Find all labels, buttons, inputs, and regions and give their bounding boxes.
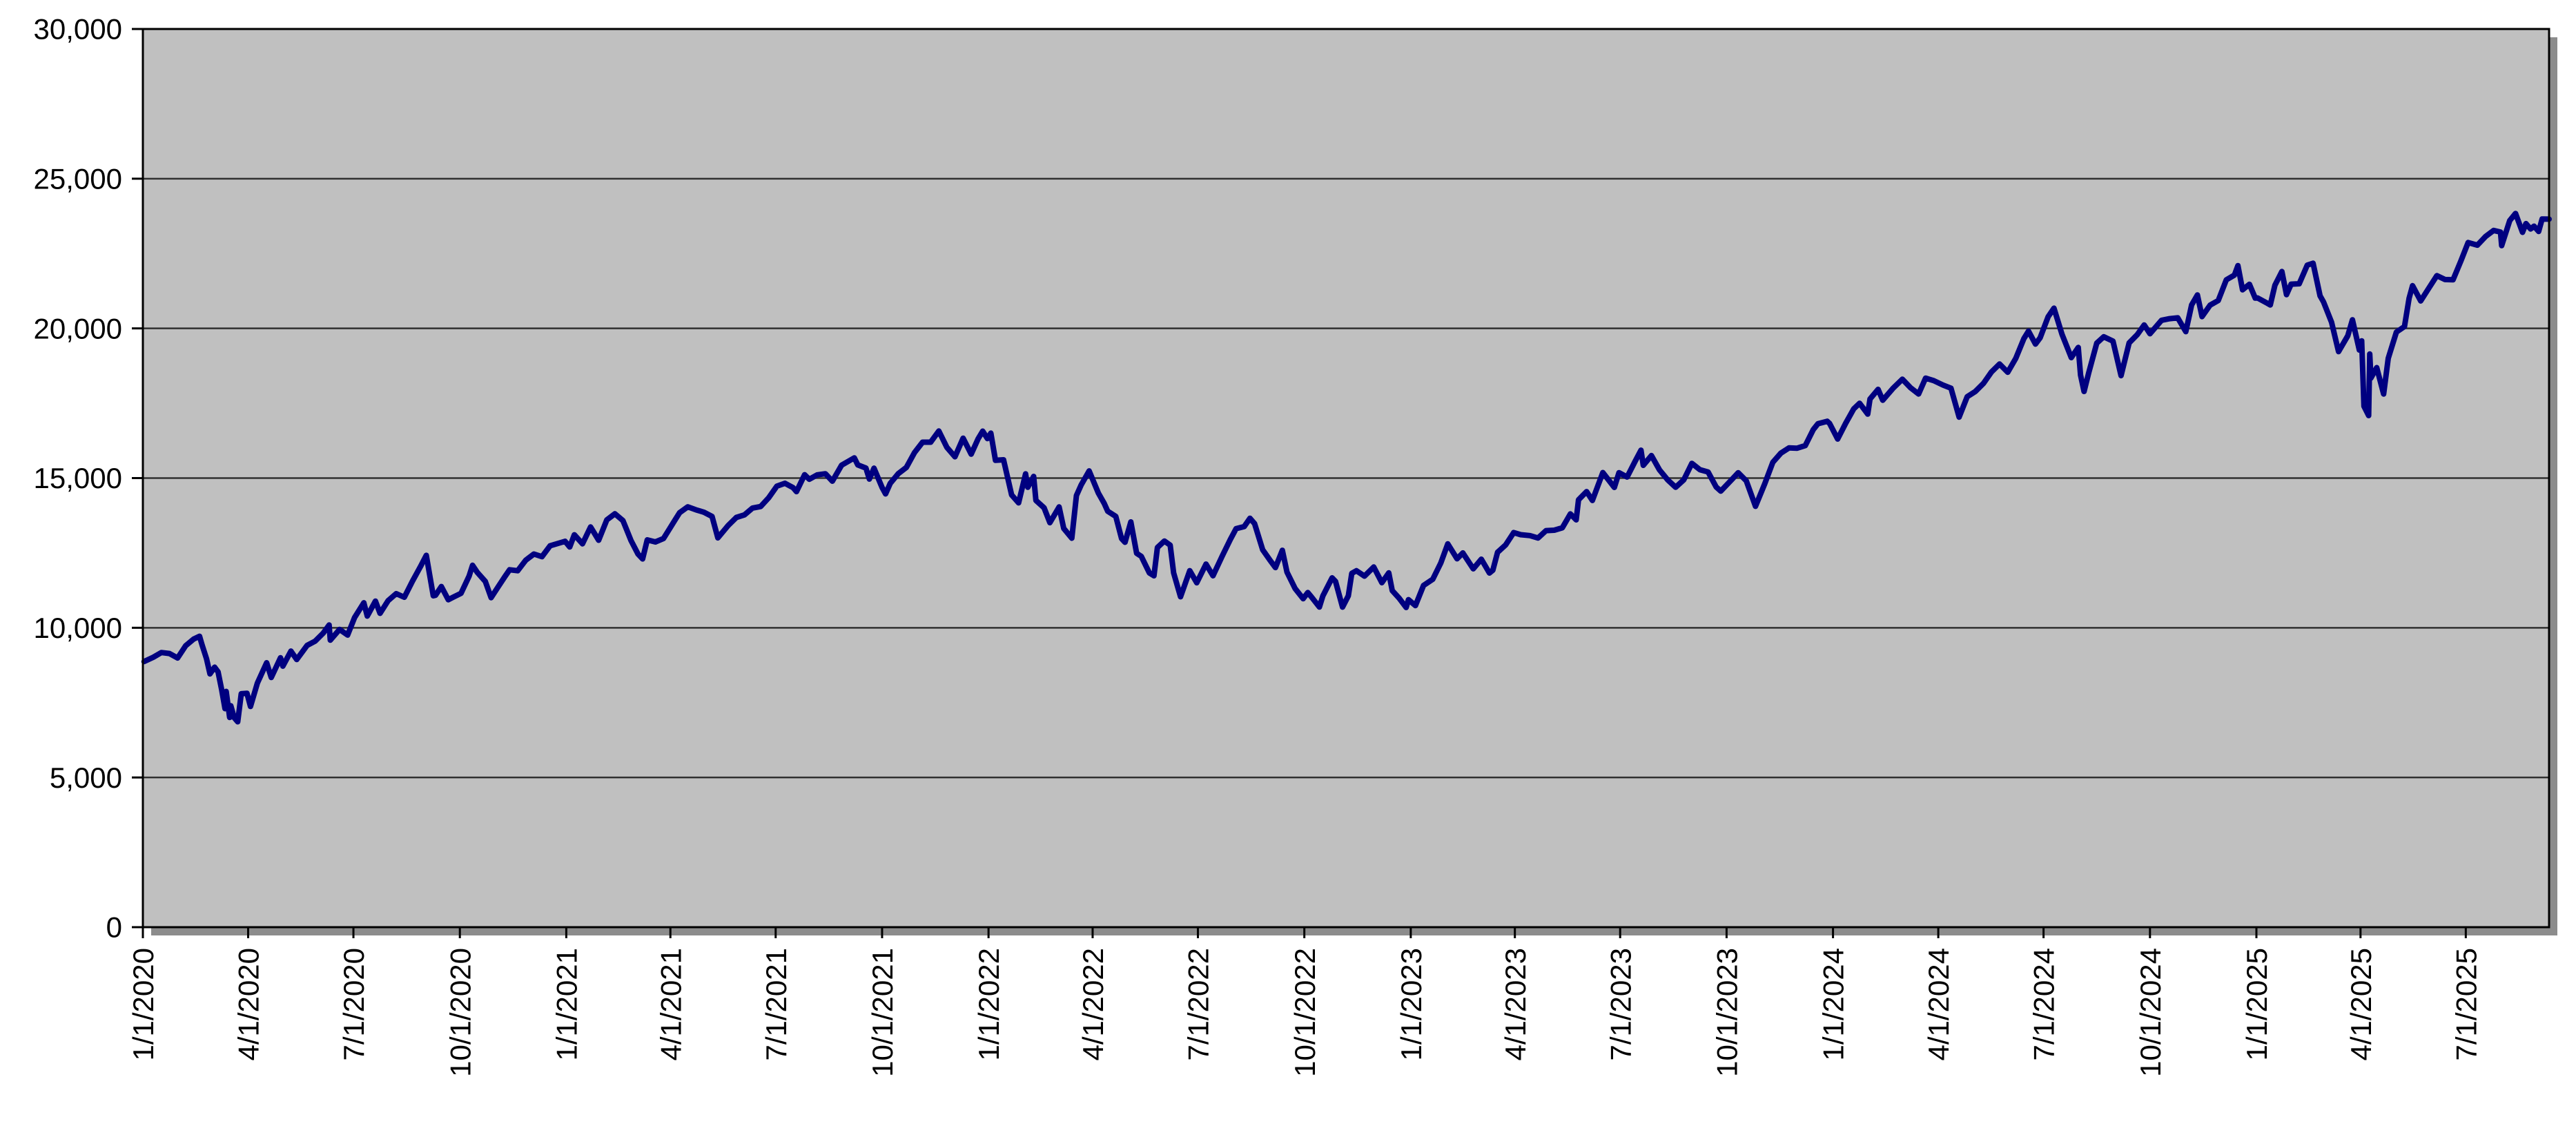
x-axis-tick-label: 1/1/2025 xyxy=(2241,948,2273,1061)
plot-border xyxy=(142,28,2550,929)
x-axis-tick-label: 1/1/2020 xyxy=(127,948,159,1061)
x-axis-tick-label: 1/1/2021 xyxy=(551,948,583,1061)
x-axis-tick-label: 4/1/2021 xyxy=(654,948,687,1061)
x-axis-tick-label: 7/1/2021 xyxy=(760,948,792,1061)
y-axis-tick-label: 5,000 xyxy=(50,761,122,794)
y-axis-tick-label: 15,000 xyxy=(34,462,122,494)
y-axis-tick-label: 20,000 xyxy=(34,312,122,344)
x-axis-tick-label: 10/1/2022 xyxy=(1289,948,1321,1077)
y-axis-tick-label: 10,000 xyxy=(34,612,122,644)
x-axis-tick-label: 4/1/2025 xyxy=(2345,948,2377,1061)
x-axis-tick-label: 4/1/2022 xyxy=(1077,948,1109,1061)
x-axis-tick-label: 4/1/2023 xyxy=(1499,948,1532,1061)
x-axis-tick-label: 7/1/2022 xyxy=(1182,948,1215,1061)
y-axis-tick-label: 25,000 xyxy=(34,163,122,195)
x-axis-tick-label: 10/1/2024 xyxy=(2134,948,2167,1077)
y-axis-tick-label: 30,000 xyxy=(34,13,122,46)
x-axis-tick-label: 7/1/2020 xyxy=(338,948,370,1061)
x-axis-tick-label: 7/1/2023 xyxy=(1604,948,1637,1061)
x-axis-tick-label: 1/1/2024 xyxy=(1817,948,1850,1061)
x-axis-tick-label: 1/1/2023 xyxy=(1395,948,1427,1061)
x-axis-tick-label: 10/1/2023 xyxy=(1711,948,1744,1077)
x-axis-tick-label: 7/1/2025 xyxy=(2450,948,2482,1061)
x-axis-tick-label: 7/1/2024 xyxy=(2028,948,2060,1061)
x-axis-tick-label: 1/1/2022 xyxy=(973,948,1005,1061)
x-axis-tick-label: 4/1/2024 xyxy=(1922,948,1955,1061)
x-axis-tick-label: 10/1/2020 xyxy=(444,948,476,1077)
x-axis-tick-label: 10/1/2021 xyxy=(866,948,899,1077)
x-axis-tick-label: 4/1/2020 xyxy=(233,948,265,1061)
y-axis-tick-label: 0 xyxy=(106,911,122,944)
price-line xyxy=(141,211,2552,725)
